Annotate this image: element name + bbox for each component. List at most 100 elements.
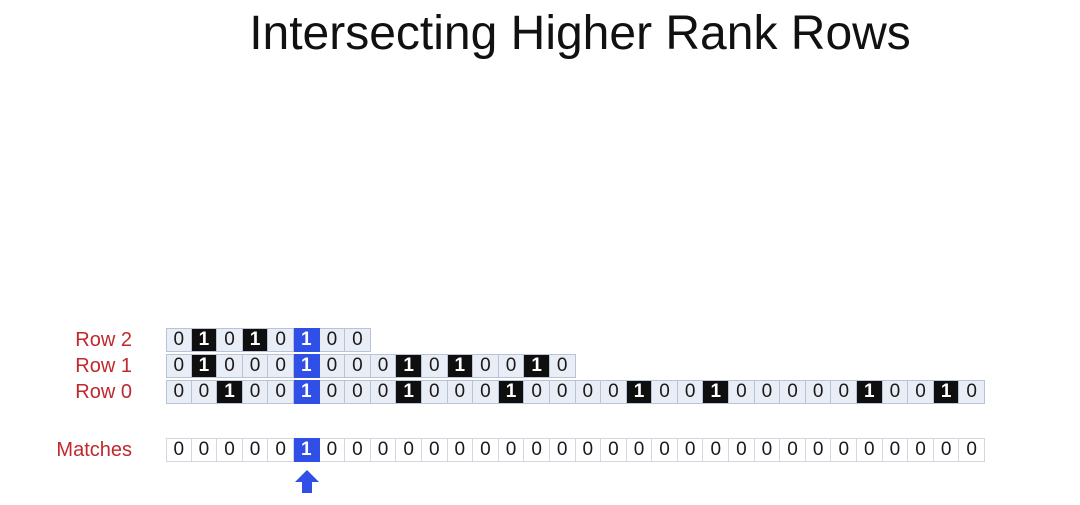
bit-cell: 0 bbox=[498, 438, 525, 462]
bit-cell: 0 bbox=[626, 438, 653, 462]
bit-cell: 0 bbox=[166, 380, 192, 404]
bit-cell: 0 bbox=[549, 380, 576, 404]
bit-cell: 0 bbox=[421, 380, 448, 404]
row-label: Row 1 bbox=[75, 355, 132, 377]
bit-cell: 1 bbox=[191, 354, 218, 378]
bit-cell: 0 bbox=[780, 438, 806, 462]
row-matches: Matches 0 0 0 0 0 1 0 0 0 0 0 0 0 0 0 0 0 0 0 0 0 0 0 0 0 0 0 0 0 0 0 0 bbox=[0, 438, 1080, 462]
bit-cell: 0 bbox=[370, 380, 397, 404]
bit-cell: 0 bbox=[242, 380, 269, 404]
bit-cell: 0 bbox=[319, 328, 346, 352]
bit-cell: 0 bbox=[268, 328, 294, 352]
bit-cell: 0 bbox=[831, 438, 858, 462]
bit-cell: 1 bbox=[524, 354, 550, 378]
bit-cell: 0 bbox=[857, 438, 883, 462]
bit-cell: 0 bbox=[908, 380, 934, 404]
bit-cell: 0 bbox=[780, 380, 806, 404]
page-title: Intersecting Higher Rank Rows bbox=[249, 7, 911, 60]
bit-cell: 0 bbox=[447, 438, 474, 462]
bit-cell: 0 bbox=[677, 438, 704, 462]
bit-cell: 0 bbox=[268, 438, 294, 462]
bit-cell: 1 bbox=[703, 380, 730, 404]
bit-cell: 0 bbox=[268, 380, 294, 404]
bit-cell: 0 bbox=[524, 438, 550, 462]
bit-cell: 0 bbox=[959, 438, 985, 462]
bit-cell: 0 bbox=[549, 438, 576, 462]
bit-cell: 0 bbox=[217, 354, 243, 378]
bit-cell: 0 bbox=[754, 438, 781, 462]
bit-cell: 0 bbox=[319, 438, 346, 462]
bit-cell: 0 bbox=[191, 380, 218, 404]
bit-cell: 0 bbox=[575, 438, 602, 462]
bit-cell: 0 bbox=[319, 354, 346, 378]
bit-cell: 0 bbox=[729, 438, 755, 462]
bit-cell: 0 bbox=[217, 438, 243, 462]
highlighted-bit-cell: 1 bbox=[293, 354, 320, 378]
bit-cell: 0 bbox=[421, 438, 448, 462]
bit-cell: 0 bbox=[370, 354, 397, 378]
bit-cell: 1 bbox=[396, 380, 422, 404]
bit-cell: 1 bbox=[447, 354, 474, 378]
bit-cell: 0 bbox=[421, 354, 448, 378]
bit-cell: 0 bbox=[805, 438, 832, 462]
bit-cell: 0 bbox=[549, 354, 576, 378]
bit-cell: 0 bbox=[652, 438, 678, 462]
row-label: Matches bbox=[56, 439, 132, 461]
bit-cell: 0 bbox=[345, 438, 371, 462]
row-label: Row 2 bbox=[75, 329, 132, 351]
bit-cell: 0 bbox=[498, 354, 525, 378]
up-arrow-icon bbox=[295, 470, 319, 493]
row-label: Row 0 bbox=[75, 381, 132, 403]
bit-cell: 1 bbox=[396, 354, 422, 378]
bit-cell: 0 bbox=[601, 438, 627, 462]
bit-cell: 0 bbox=[166, 328, 192, 352]
bit-cell: 1 bbox=[626, 380, 653, 404]
bit-cell: 0 bbox=[677, 380, 704, 404]
bit-cell: 1 bbox=[857, 380, 883, 404]
bit-cell: 0 bbox=[447, 380, 474, 404]
bit-cell: 0 bbox=[217, 328, 243, 352]
bit-cell: 0 bbox=[166, 354, 192, 378]
bit-cell: 0 bbox=[703, 438, 730, 462]
bit-cell: 0 bbox=[754, 380, 781, 404]
bit-cell: 0 bbox=[345, 328, 371, 352]
highlighted-bit-cell: 1 bbox=[293, 438, 320, 462]
bit-cell: 0 bbox=[882, 380, 909, 404]
bit-cell: 0 bbox=[473, 380, 499, 404]
bit-cell: 0 bbox=[473, 438, 499, 462]
bit-cell: 0 bbox=[933, 438, 960, 462]
bit-cell: 0 bbox=[242, 438, 269, 462]
bit-cell: 0 bbox=[575, 380, 602, 404]
bit-cell: 0 bbox=[370, 438, 397, 462]
bit-cell: 0 bbox=[396, 438, 422, 462]
highlighted-bit-cell: 1 bbox=[293, 380, 320, 404]
bit-cell: 1 bbox=[933, 380, 960, 404]
bit-cell: 0 bbox=[831, 380, 858, 404]
bit-cell: 0 bbox=[729, 380, 755, 404]
bit-cell: 0 bbox=[601, 380, 627, 404]
bit-cell: 1 bbox=[498, 380, 525, 404]
bit-cell: 0 bbox=[473, 354, 499, 378]
bit-cell: 0 bbox=[191, 438, 218, 462]
bit-cell: 0 bbox=[345, 354, 371, 378]
bit-cell: 1 bbox=[217, 380, 243, 404]
bit-cell: 0 bbox=[345, 380, 371, 404]
bit-cell: 0 bbox=[242, 354, 269, 378]
bit-cell: 0 bbox=[319, 380, 346, 404]
bit-cell: 0 bbox=[166, 438, 192, 462]
bit-cell: 1 bbox=[191, 328, 218, 352]
highlighted-bit-cell: 1 bbox=[293, 328, 320, 352]
bit-cell: 0 bbox=[652, 380, 678, 404]
bit-cell: 0 bbox=[959, 380, 985, 404]
bit-cell: 0 bbox=[882, 438, 909, 462]
bit-cell: 0 bbox=[524, 380, 550, 404]
bit-cell: 0 bbox=[908, 438, 934, 462]
bit-cell: 0 bbox=[805, 380, 832, 404]
